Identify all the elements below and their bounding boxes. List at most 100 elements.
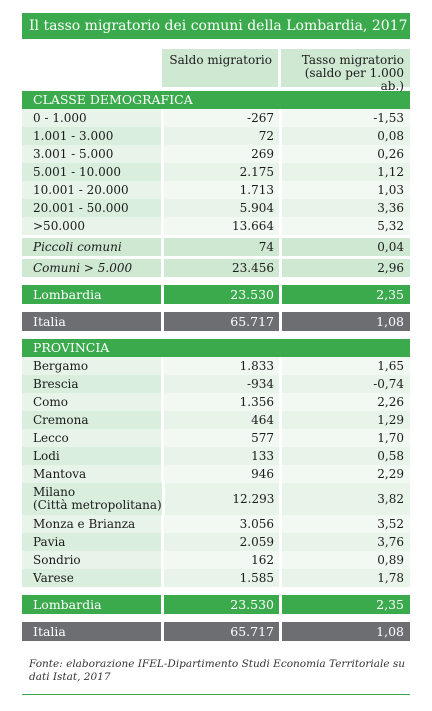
- row-saldo: 13.664: [163, 217, 280, 235]
- total-tasso: 1,08: [282, 622, 410, 641]
- row-tasso: 1,70: [282, 429, 410, 447]
- source-note: Fonte: elaborazione IFEL-Dipartimento St…: [29, 658, 406, 683]
- table-row: Monza e Brianza 3.056 3,52: [22, 515, 410, 533]
- subtotal-saldo: 74: [163, 238, 280, 256]
- header-saldo: Saldo migratorio: [162, 49, 278, 87]
- row-tasso: 5,32: [282, 217, 410, 235]
- row-label: 3.001 - 5.000: [22, 145, 161, 163]
- table-row: Como 1.356 2,26: [22, 393, 410, 411]
- row-tasso: 3,36: [282, 199, 410, 217]
- total-label: Lombardia: [22, 285, 161, 304]
- row-saldo: 133: [163, 447, 280, 465]
- row-saldo: 269: [163, 145, 280, 163]
- spacer: [22, 614, 410, 622]
- migration-table: Il tasso migratorio dei comuni della Lom…: [22, 13, 410, 641]
- total-tasso: 2,35: [282, 285, 410, 304]
- header-tasso: Tasso migratorio (saldo per 1.000 ab.): [281, 49, 410, 93]
- header-spacer: [22, 49, 162, 87]
- row-label: Varese: [22, 569, 161, 587]
- row-label: Lodi: [22, 447, 161, 465]
- row-tasso: 3,52: [282, 515, 410, 533]
- row-saldo: 1.585: [163, 569, 280, 587]
- total-saldo: 23.530: [163, 595, 280, 614]
- total-row-italia: Italia 65.717 1,08: [22, 312, 410, 331]
- row-label: 1.001 - 3.000: [22, 127, 161, 145]
- row-label: Lecco: [22, 429, 161, 447]
- table-row: 20.001 - 50.000 5.904 3,36: [22, 199, 410, 217]
- row-label: 5.001 - 10.000: [22, 163, 161, 181]
- row-saldo: 162: [163, 551, 280, 569]
- total-row-lombardia: Lombardia 23.530 2,35: [22, 285, 410, 304]
- table-row: 0 - 1.000 -267 -1,53: [22, 109, 410, 127]
- row-saldo: 1.713: [163, 181, 280, 199]
- row-saldo: 3.056: [163, 515, 280, 533]
- row-saldo: 12.293: [164, 483, 280, 515]
- subtotal-row: Piccoli comuni 74 0,04: [22, 238, 410, 256]
- row-label: Sondrio: [22, 551, 161, 569]
- row-saldo: 577: [163, 429, 280, 447]
- row-tasso: 2,26: [282, 393, 410, 411]
- subtotal-tasso: 0,04: [282, 238, 410, 256]
- spacer: [22, 277, 410, 285]
- table-row: Pavia 2.059 3,76: [22, 533, 410, 551]
- column-header-row: Saldo migratorio Tasso migratorio (saldo…: [22, 49, 410, 93]
- table-title: Il tasso migratorio dei comuni della Lom…: [22, 13, 410, 39]
- row-label: Mantova: [22, 465, 161, 483]
- row-label: Cremona: [22, 411, 161, 429]
- total-saldo: 65.717: [163, 312, 280, 331]
- total-tasso: 2,35: [282, 595, 410, 614]
- row-saldo: 946: [163, 465, 280, 483]
- table-row: 1.001 - 3.000 72 0,08: [22, 127, 410, 145]
- table-row: Brescia -934 -0,74: [22, 375, 410, 393]
- row-saldo: 464: [163, 411, 280, 429]
- table-row: Lodi 133 0,58: [22, 447, 410, 465]
- row-label: Brescia: [22, 375, 161, 393]
- row-tasso: 1,78: [282, 569, 410, 587]
- row-label: Como: [22, 393, 161, 411]
- total-row-italia: Italia 65.717 1,08: [22, 622, 410, 641]
- row-saldo: 72: [163, 127, 280, 145]
- table-row: 5.001 - 10.000 2.175 1,12: [22, 163, 410, 181]
- row-tasso: 1,12: [282, 163, 410, 181]
- table-row: Cremona 464 1,29: [22, 411, 410, 429]
- row-label: Milano (Città metropolitana): [22, 483, 162, 515]
- row-tasso: 3,82: [282, 483, 410, 515]
- spacer: [22, 587, 410, 595]
- total-saldo: 65.717: [163, 622, 280, 641]
- subtotal-label: Piccoli comuni: [22, 238, 161, 256]
- table-row: Mantova 946 2,29: [22, 465, 410, 483]
- subtotal-saldo: 23.456: [163, 259, 280, 277]
- row-tasso: 0,89: [282, 551, 410, 569]
- table-row: >50.000 13.664 5,32: [22, 217, 410, 235]
- subtotal-tasso: 2,96: [282, 259, 410, 277]
- row-saldo: -267: [163, 109, 280, 127]
- subtotal-row: Comuni > 5.000 23.456 2,96: [22, 259, 410, 277]
- table-row: Sondrio 162 0,89: [22, 551, 410, 569]
- row-label: 10.001 - 20.000: [22, 181, 161, 199]
- row-label: >50.000: [22, 217, 161, 235]
- total-row-lombardia: Lombardia 23.530 2,35: [22, 595, 410, 614]
- total-label: Italia: [22, 622, 161, 641]
- row-saldo: 5.904: [163, 199, 280, 217]
- section-provincia: PROVINCIA: [22, 339, 410, 357]
- total-saldo: 23.530: [163, 285, 280, 304]
- row-tasso: 1,03: [282, 181, 410, 199]
- row-saldo: -934: [163, 375, 280, 393]
- divider: [22, 694, 410, 695]
- row-label: 20.001 - 50.000: [22, 199, 161, 217]
- row-label-line1: Milano: [33, 485, 76, 499]
- row-saldo: 1.833: [163, 357, 280, 375]
- total-label: Italia: [22, 312, 161, 331]
- total-tasso: 1,08: [282, 312, 410, 331]
- row-saldo: 2.059: [163, 533, 280, 551]
- spacer: [22, 331, 410, 339]
- section-classe-demografica: CLASSE DEMOGRAFICA: [22, 91, 410, 109]
- row-tasso: 0,26: [282, 145, 410, 163]
- spacer: [22, 304, 410, 312]
- row-label: Bergamo: [22, 357, 161, 375]
- row-tasso: 1,29: [282, 411, 410, 429]
- row-saldo: 2.175: [163, 163, 280, 181]
- row-tasso: -0,74: [282, 375, 410, 393]
- table-row: Milano (Città metropolitana) 12.293 3,82: [22, 483, 410, 515]
- table-row: Lecco 577 1,70: [22, 429, 410, 447]
